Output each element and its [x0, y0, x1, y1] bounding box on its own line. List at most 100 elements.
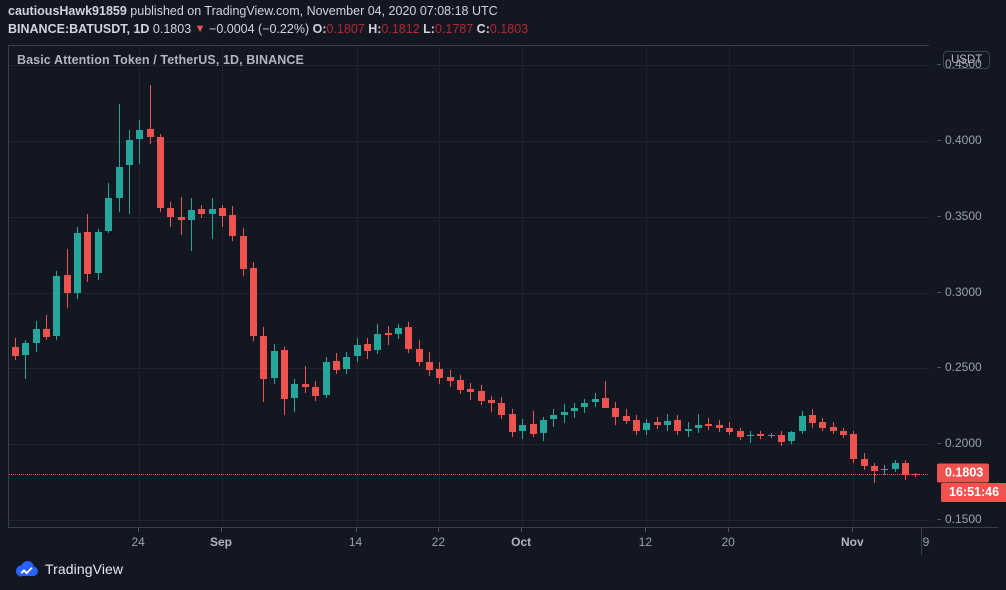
horizontal-gridline — [9, 520, 930, 521]
candle-body — [343, 357, 350, 370]
candle-body — [757, 434, 764, 436]
candle-body — [229, 215, 236, 237]
candle-body — [281, 350, 288, 399]
attribution-publish-text: published on TradingView.com, November 0… — [130, 4, 498, 18]
candle-body — [571, 407, 578, 411]
candle-body — [819, 422, 826, 428]
close-value: 0.1803 — [489, 22, 529, 36]
time-tick-label: 9 — [922, 535, 930, 549]
horizontal-gridline — [9, 368, 930, 369]
price-tick-label: 0.3500 — [945, 208, 982, 223]
chart-frame: Basic Attention Token / TetherUS, 1D, BI… — [8, 45, 998, 527]
attribution-publish-line: cautiousHawk91859 published on TradingVi… — [8, 4, 498, 18]
candle-body — [260, 335, 267, 380]
candle-body — [498, 402, 505, 415]
candle-body — [892, 463, 899, 469]
candle-body — [550, 415, 557, 420]
candle-body — [136, 130, 143, 140]
chart-pane[interactable] — [9, 46, 930, 527]
candle-body — [581, 402, 588, 408]
candle-body — [612, 407, 619, 417]
candle-body — [788, 432, 795, 442]
price-tick-label: 0.2500 — [945, 360, 982, 375]
candle-body — [126, 140, 133, 166]
vertical-gridline — [522, 46, 523, 527]
candle-body — [530, 423, 537, 434]
candle-body — [22, 342, 29, 355]
candle-body — [737, 431, 744, 437]
time-tick-mark — [645, 528, 646, 532]
candle-body — [167, 208, 174, 217]
candle-wick — [874, 463, 875, 483]
candle-body — [902, 462, 909, 475]
candle-body — [240, 235, 247, 270]
high-key: H: — [368, 22, 382, 36]
candle-body — [426, 361, 433, 370]
price-scale[interactable]: USDT 0.1803 16:51:46 0.4500 0.4000 0.3500 0… — [929, 45, 1006, 527]
candle-body — [768, 435, 775, 437]
candle-body — [116, 166, 123, 198]
time-tick-mark — [728, 528, 729, 532]
chart-legend-title: Basic Attention Token / TetherUS, 1D, BI… — [17, 53, 304, 67]
candle-body — [861, 458, 868, 467]
candle-body — [633, 420, 640, 431]
attribution-username: cautiousHawk91859 — [8, 4, 127, 18]
time-scale[interactable]: 24 Sep 14 22 Oct 12 20 Nov 9 — [8, 527, 998, 555]
footer-bar: TradingView — [0, 555, 1006, 590]
candle-body — [840, 430, 847, 436]
candle-body — [178, 216, 185, 221]
candle-body — [716, 425, 723, 429]
candle-wick — [491, 395, 492, 413]
price-tick-mark — [937, 140, 941, 141]
candle-wick — [212, 198, 213, 240]
open-value: 0.1807 — [326, 22, 365, 36]
candle-body — [705, 423, 712, 427]
candle-wick — [222, 204, 223, 228]
horizontal-gridline — [9, 141, 930, 142]
candle-body — [188, 209, 195, 220]
vertical-gridline — [729, 46, 730, 527]
candle-body — [912, 473, 919, 475]
price-tick-mark — [937, 367, 941, 368]
candle-body — [43, 328, 50, 337]
vertical-gridline — [439, 46, 440, 527]
vertical-gridline — [853, 46, 854, 527]
price-tick-label: 0.1500 — [945, 512, 982, 527]
tradingview-logo-icon — [16, 561, 38, 577]
candle-body — [53, 275, 60, 336]
candle-wick — [305, 366, 306, 393]
candle-body — [778, 435, 785, 442]
candle-wick — [25, 339, 26, 380]
candle-body — [850, 434, 857, 460]
time-tick-mark — [356, 528, 357, 532]
price-tick-label: 0.3000 — [945, 284, 982, 299]
candle-body — [467, 388, 474, 392]
candle-body — [519, 424, 526, 432]
change-absolute: −0.0004 — [209, 22, 255, 36]
price-tick-mark — [937, 443, 941, 444]
current-price-badge: 0.1803 — [937, 463, 990, 483]
last-price-value: 0.1803 — [152, 22, 192, 36]
symbol-label: BINANCE:BATUSDT, 1D — [8, 22, 150, 36]
candle-body — [871, 465, 878, 471]
candle-body — [436, 369, 443, 378]
time-tick-mark — [852, 528, 853, 532]
time-tick-label: Nov — [841, 535, 864, 549]
time-tick-label: Oct — [511, 535, 532, 549]
candle-body — [809, 415, 816, 424]
candle-body — [695, 424, 702, 429]
attribution-header: cautiousHawk91859 published on TradingVi… — [0, 0, 1006, 45]
candle-body — [364, 344, 371, 351]
vertical-gridline — [357, 46, 358, 527]
candle-wick — [605, 381, 606, 402]
candle-body — [540, 420, 547, 433]
candle-body — [685, 429, 692, 431]
candle-body — [95, 231, 102, 273]
candle-body — [416, 348, 423, 363]
candle-body — [84, 231, 91, 275]
price-tick-mark — [937, 292, 941, 293]
candle-body — [747, 435, 754, 437]
candle-body — [354, 344, 361, 357]
time-tick-mark — [138, 528, 139, 532]
tradingview-logo[interactable]: TradingView — [16, 561, 123, 577]
